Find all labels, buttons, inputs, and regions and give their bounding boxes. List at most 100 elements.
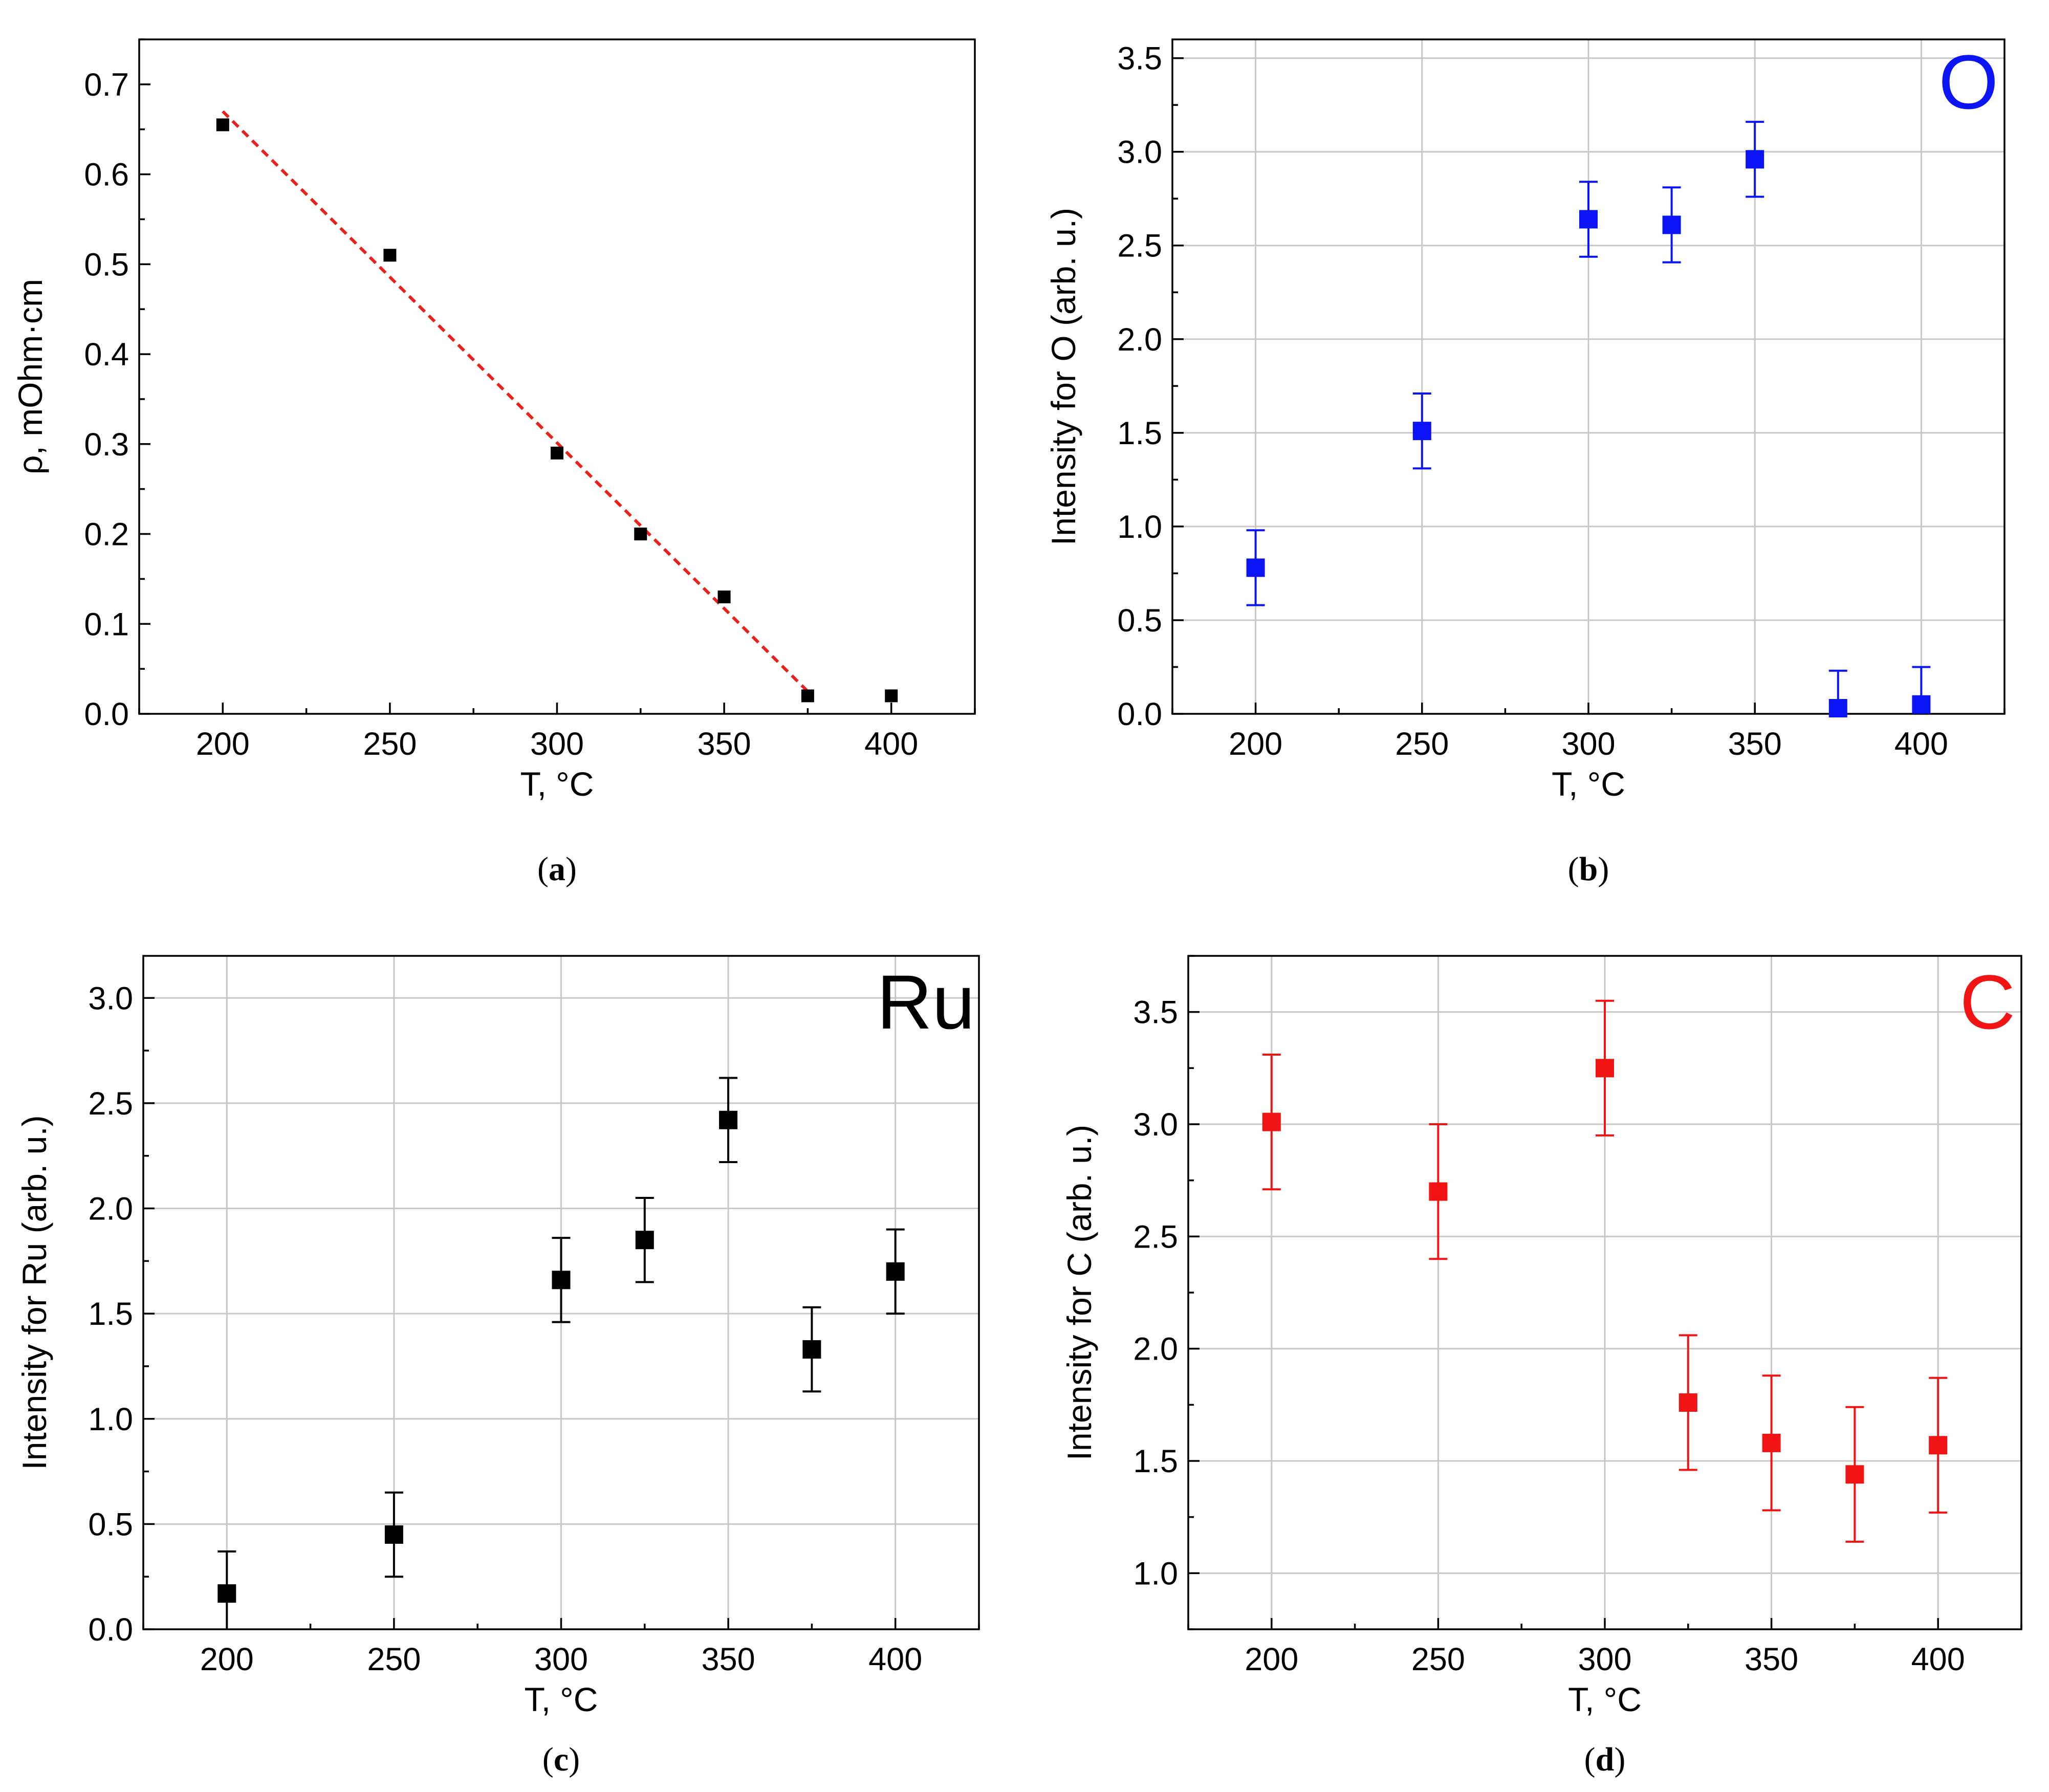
- x-tick-label: 400: [864, 726, 918, 762]
- x-tick-label: 300: [1561, 726, 1615, 762]
- y-tick-label: 0.6: [84, 157, 129, 193]
- y-tick-label: 3.5: [1133, 995, 1178, 1031]
- data-point: [217, 1584, 236, 1603]
- panel-letter: d: [1596, 1741, 1615, 1778]
- y-tick-label: 1.0: [88, 1402, 133, 1437]
- data-point: [886, 1262, 905, 1281]
- data-point: [1262, 1112, 1281, 1131]
- plot-frame: [138, 38, 976, 715]
- x-tick-label: 350: [1745, 1642, 1798, 1677]
- y-tick-label: 0.2: [84, 517, 129, 553]
- data-point: [384, 1525, 403, 1544]
- x-tick-label: 300: [530, 726, 584, 762]
- x-tick-label: 200: [200, 1642, 254, 1677]
- y-tick-label: 0.3: [84, 427, 129, 463]
- x-tick-label: 200: [1229, 726, 1282, 762]
- panel-caption: (a): [537, 850, 577, 888]
- y-tick-label: 0.5: [1117, 603, 1162, 639]
- data-point: [717, 591, 731, 604]
- data-point: [1679, 1393, 1697, 1412]
- x-tick-label: 250: [1411, 1642, 1465, 1677]
- x-tick-label: 300: [534, 1642, 588, 1677]
- x-axis-label: T, °C: [525, 1680, 598, 1718]
- data-point: [1746, 150, 1764, 169]
- element-label: O: [1938, 39, 1998, 125]
- plot-frame: [1187, 955, 2022, 1630]
- x-axis-label: T, °C: [1568, 1680, 1642, 1718]
- data-point: [719, 1110, 738, 1129]
- y-axis-label: ρ, mOhm·cm: [11, 279, 49, 474]
- y-axis-label: Intensity for Ru (arb. u.): [15, 1115, 53, 1470]
- panel-letter: b: [1579, 850, 1598, 888]
- panel-d: 200 250 300 350 400 1.0 1.5 2.0 2.5 3.0 3.5 T, °C In…: [1060, 955, 2022, 1778]
- y-axis-label: Intensity for O (arb. u.): [1044, 208, 1082, 545]
- plot-frame: [1171, 38, 2006, 715]
- data-point: [801, 689, 814, 703]
- data-point: [551, 446, 563, 460]
- data-point: [552, 1271, 571, 1290]
- data-point: [1662, 215, 1681, 234]
- panel-caption: (b): [1568, 850, 1609, 888]
- data-point: [1929, 1436, 1948, 1455]
- data-point: [1762, 1433, 1781, 1452]
- y-tick-label: 0.0: [84, 696, 129, 732]
- y-tick-label: 2.0: [88, 1191, 133, 1227]
- data-point: [885, 689, 898, 703]
- plot-frame: [142, 955, 980, 1630]
- y-tick-label: 1.0: [1133, 1556, 1178, 1591]
- y-tick-label: 1.5: [1117, 416, 1162, 451]
- y-tick-label: 0.5: [84, 247, 129, 282]
- x-tick-label: 200: [1245, 1642, 1298, 1677]
- x-tick-label: 200: [196, 726, 250, 762]
- x-tick-label: 400: [868, 1642, 922, 1677]
- y-tick-label: 0.4: [84, 337, 129, 373]
- panel-a: 200 250 300 350 400 0.0 0.1 0.2 0.3 0.4 0.5 0.6 0.7 T…: [11, 38, 976, 888]
- x-tick-label: 400: [1894, 726, 1948, 762]
- y-tick-label: 3.0: [1117, 135, 1162, 170]
- x-axis-label: T, °C: [1552, 765, 1625, 803]
- y-tick-label: 0.0: [88, 1612, 133, 1648]
- x-tick-label: 250: [363, 726, 417, 762]
- panel-caption: (d): [1584, 1741, 1626, 1778]
- y-tick-label: 3.0: [1133, 1107, 1178, 1143]
- panel-c: 200 250 300 350 400 0.0 0.5 1.0 1.5 2.0 2.5 3.0 T, °…: [15, 955, 980, 1778]
- y-axis-label: Intensity for C (arb. u.): [1060, 1125, 1098, 1461]
- y-tick-label: 2.5: [1117, 228, 1162, 264]
- data-point: [383, 249, 397, 262]
- y-tick-label: 0.5: [88, 1506, 133, 1542]
- y-tick-label: 2.0: [1117, 322, 1162, 358]
- panel-b: 200 250 300 350 400 0.0 0.5 1.0 1.5 2.0 2.5 3.0 3.5 T…: [1044, 38, 2006, 888]
- x-axis-label: T, °C: [520, 765, 594, 803]
- y-tick-label: 0.0: [1117, 696, 1162, 732]
- y-tick-label: 2.5: [88, 1086, 133, 1122]
- x-tick-label: 400: [1911, 1642, 1965, 1677]
- data-point: [635, 1231, 654, 1250]
- x-tick-label: 300: [1578, 1642, 1631, 1677]
- x-tick-label: 250: [1395, 726, 1449, 762]
- data-point: [1912, 695, 1931, 714]
- fit-line: [222, 110, 809, 693]
- y-tick-label: 1.0: [1117, 509, 1162, 545]
- data-point: [634, 528, 647, 541]
- x-tick-label: 350: [1728, 726, 1782, 762]
- panel-letter: a: [549, 850, 565, 888]
- data-point: [1412, 422, 1431, 441]
- y-tick-label: 0.1: [84, 606, 129, 642]
- element-label: Ru: [877, 959, 975, 1045]
- data-point: [1596, 1059, 1614, 1078]
- x-tick-label: 350: [697, 726, 751, 762]
- y-tick-label: 3.0: [88, 980, 133, 1016]
- data-point: [1246, 558, 1265, 577]
- data-point: [1429, 1182, 1448, 1201]
- x-tick-label: 250: [367, 1642, 421, 1677]
- data-point: [1579, 210, 1598, 229]
- y-tick-label: 3.5: [1117, 41, 1162, 77]
- data-point: [802, 1340, 821, 1359]
- data-point: [1828, 699, 1847, 718]
- y-tick-label: 2.0: [1133, 1331, 1178, 1367]
- data-point: [1845, 1465, 1864, 1484]
- y-tick-label: 0.7: [84, 67, 129, 103]
- panel-caption: (c): [542, 1741, 580, 1778]
- element-label: C: [1960, 959, 2015, 1045]
